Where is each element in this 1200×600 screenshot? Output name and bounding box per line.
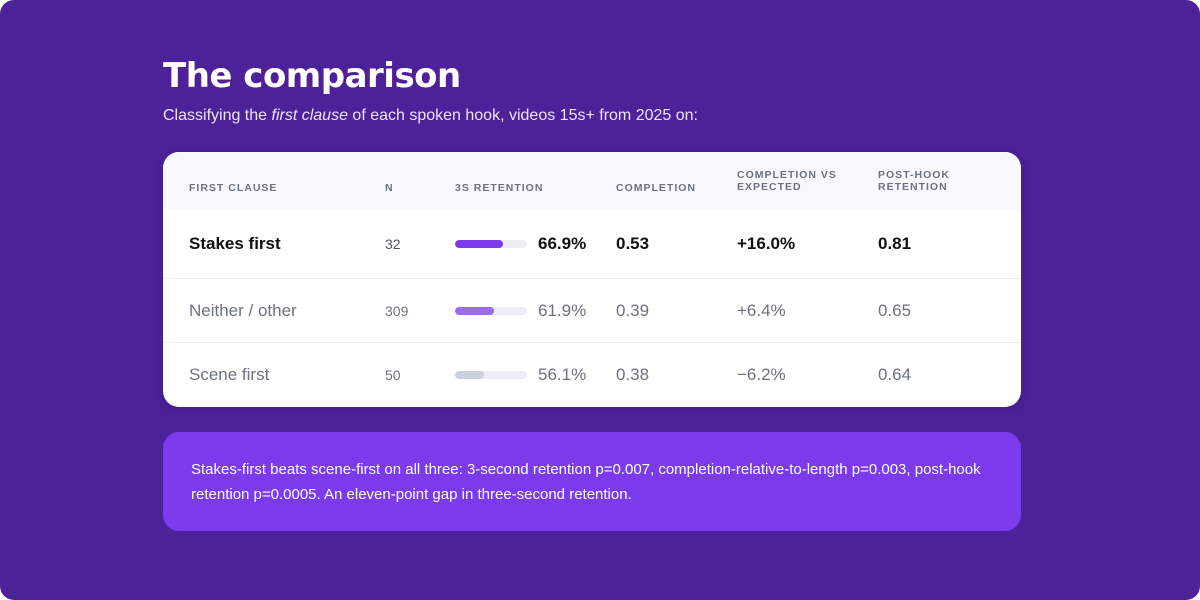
column-header-first-clause: FIRST CLAUSE [189,182,278,194]
row-divider [163,278,1021,279]
row-post-hook-retention: 0.64 [878,365,912,384]
row-label: Neither / other [189,300,297,320]
table-row: Neither / other 309 61.9% 0.39 +6.4% 0.6… [163,279,1021,342]
row-label: Scene first [189,365,270,384]
row-retention: 61.9% [538,300,587,320]
column-header-3s-retention: 3S RETENTION [455,182,544,194]
subtitle-emphasis: first clause [271,107,348,124]
column-header-post-hook-retention-line1: POST-HOOK [878,169,951,181]
retention-bar-fill [455,371,485,379]
column-header-post-hook-retention: POST-HOOK RETENTION [878,169,950,193]
row-completion-vs-expected: +16.0% [737,234,796,253]
column-header-completion-vs-expected: COMPLETION VS EXPECTED [737,169,837,193]
retention-bar-fill [455,306,495,315]
page-subtitle: Classifying the first clause of each spo… [163,107,698,125]
column-header-completion-vs-expected-line2: EXPECTED [737,181,802,193]
comparison-table: FIRST CLAUSE N 3S RETENTION COMPLETION C… [163,152,1021,407]
column-header-completion-vs-expected-line1: COMPLETION VS [737,169,837,181]
column-header-n: N [385,182,394,194]
retention-bar-fill [455,240,504,248]
subtitle-text-end: of each spoken hook, videos 15s+ from 20… [347,107,698,124]
row-completion-vs-expected: −6.2% [737,365,786,384]
row-label: Stakes first [189,234,281,253]
retention-bar-track [455,371,527,379]
row-retention: 66.9% [538,234,587,253]
row-retention: 56.1% [538,365,587,384]
retention-bar-track [455,240,527,248]
row-completion: 0.38 [616,365,650,384]
column-header-completion: COMPLETION [616,182,696,194]
table-row: Scene first 50 56.1% 0.38 −6.2% 0.64 [163,343,1021,407]
page-title: The comparison [163,56,461,96]
column-header-post-hook-retention-line2: RETENTION [878,181,948,193]
table-row: Stakes first 32 66.9% 0.53 +16.0% 0.81 [163,210,1021,278]
retention-bar-track [455,306,527,315]
row-completion: 0.53 [616,234,650,253]
row-completion: 0.39 [616,300,650,320]
summary-callout: Stakes-first beats scene-first on all th… [163,432,1021,531]
row-post-hook-retention: 0.81 [878,234,912,253]
row-n: 32 [385,236,401,252]
row-post-hook-retention: 0.65 [878,300,912,320]
subtitle-text-start: Classifying the [163,107,272,124]
row-n: 50 [385,367,401,383]
row-divider [163,342,1021,343]
row-n: 309 [385,302,409,319]
row-completion-vs-expected: +6.4% [737,300,786,320]
table-header: FIRST CLAUSE N 3S RETENTION COMPLETION C… [163,152,1021,210]
